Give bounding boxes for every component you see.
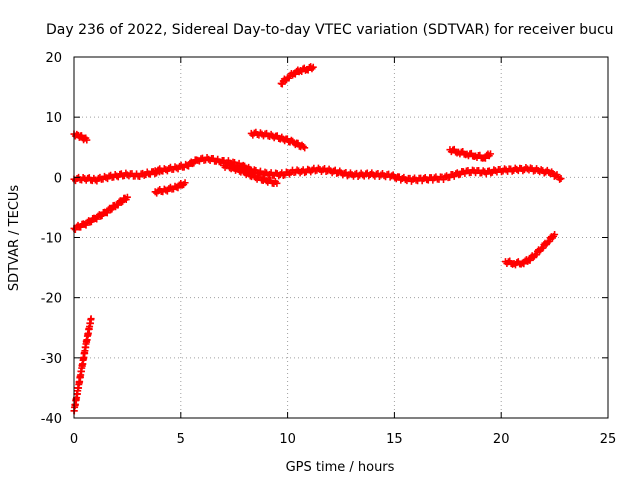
data-segment (70, 193, 131, 234)
data-point (299, 143, 307, 151)
data-point (487, 150, 495, 158)
data-segment (151, 179, 189, 197)
data-point (551, 230, 559, 238)
x-axis-label: GPS time / hours (286, 460, 395, 475)
data-segment (220, 161, 281, 187)
data-point (87, 218, 95, 226)
x-tick-label: 25 (600, 432, 617, 447)
data-point (308, 65, 316, 73)
y-tick-label: 10 (45, 111, 62, 126)
data-point (532, 251, 540, 259)
y-tick-label: -20 (41, 292, 62, 307)
data-segment (247, 128, 309, 152)
tick-layer: 0 5 10 15 20 25 -40 -30 -20 -10 0 10 20 (41, 51, 617, 447)
data-point (87, 315, 95, 323)
data-segment (277, 63, 317, 88)
data-point (181, 179, 189, 187)
x-tick-label: 5 (177, 432, 185, 447)
x-tick-label: 20 (493, 432, 510, 447)
data-layer (70, 63, 565, 415)
data-point (107, 206, 115, 214)
data-point (539, 244, 547, 252)
data-point (309, 63, 317, 71)
data-point (108, 205, 116, 213)
y-tick-label: -30 (41, 352, 62, 367)
y-tick-label: -40 (41, 412, 62, 427)
y-tick-label: -10 (41, 232, 62, 247)
data-segment (70, 315, 95, 415)
x-tick-label: 15 (386, 432, 403, 447)
x-tick-label: 0 (70, 432, 78, 447)
chart-title: Day 236 of 2022, Sidereal Day-to-day VTE… (46, 22, 614, 38)
data-point (273, 179, 281, 187)
data-point (557, 175, 565, 183)
data-point (123, 193, 131, 201)
grid-layer (74, 57, 608, 418)
data-point (83, 136, 91, 144)
data-segment (151, 153, 565, 185)
data-segment (70, 130, 91, 144)
data-point (117, 198, 125, 206)
y-tick-label: 20 (45, 51, 62, 66)
data-segment (446, 145, 495, 162)
data-segment (501, 230, 559, 269)
data-point (545, 237, 553, 245)
x-tick-label: 10 (279, 432, 296, 447)
data-point (301, 144, 309, 152)
y-tick-label: 0 (54, 171, 62, 186)
y-axis-label: SDTVAR / TECUs (7, 185, 22, 292)
